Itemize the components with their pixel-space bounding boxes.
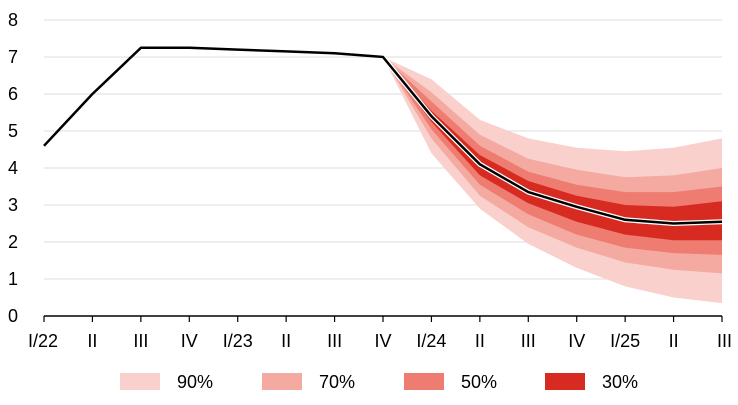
y-tick-label: 6 [8, 84, 18, 104]
y-tick-label: 4 [8, 158, 18, 178]
legend-swatch-70pct [262, 373, 302, 390]
legend-label: 30% [602, 372, 638, 392]
x-tick-label: II [87, 331, 97, 351]
x-tick-label: III [133, 331, 148, 351]
central-path [43, 46, 723, 226]
legend-swatch-90pct [120, 373, 160, 390]
legend: 90% 70% 50% 30% [120, 372, 638, 392]
legend-label: 70% [319, 372, 355, 392]
x-tick-label: III [717, 331, 732, 351]
x-tick-label: IV [181, 331, 198, 351]
x-tick-label: I/23 [223, 331, 253, 351]
y-tick-label: 3 [8, 195, 18, 215]
y-tick-label: 0 [8, 306, 18, 326]
y-tick-label: 8 [8, 10, 18, 30]
legend-swatch-50pct [404, 373, 444, 390]
legend-swatch-30pct [545, 373, 585, 390]
x-tick-label: IV [568, 331, 585, 351]
x-tick-label: II [669, 331, 679, 351]
x-tick-label: III [521, 331, 536, 351]
x-tick-label: II [475, 331, 485, 351]
central-line [43, 46, 723, 225]
x-tick-label: IV [374, 331, 391, 351]
x-tick-label: II [281, 331, 291, 351]
legend-label: 50% [461, 372, 497, 392]
y-tick-label: 7 [8, 47, 18, 67]
y-tick-label: 2 [8, 232, 18, 252]
x-tick-label: I/22 [28, 331, 58, 351]
x-tick-label: I/24 [416, 331, 446, 351]
grid-lines [44, 19, 722, 280]
legend-label: 90% [177, 372, 213, 392]
y-tick-label: 1 [8, 269, 18, 289]
y-tick-label: 5 [8, 121, 18, 141]
x-tick-label: III [327, 331, 342, 351]
fan-band-50pct [383, 57, 722, 255]
x-tick-label: I/25 [610, 331, 640, 351]
